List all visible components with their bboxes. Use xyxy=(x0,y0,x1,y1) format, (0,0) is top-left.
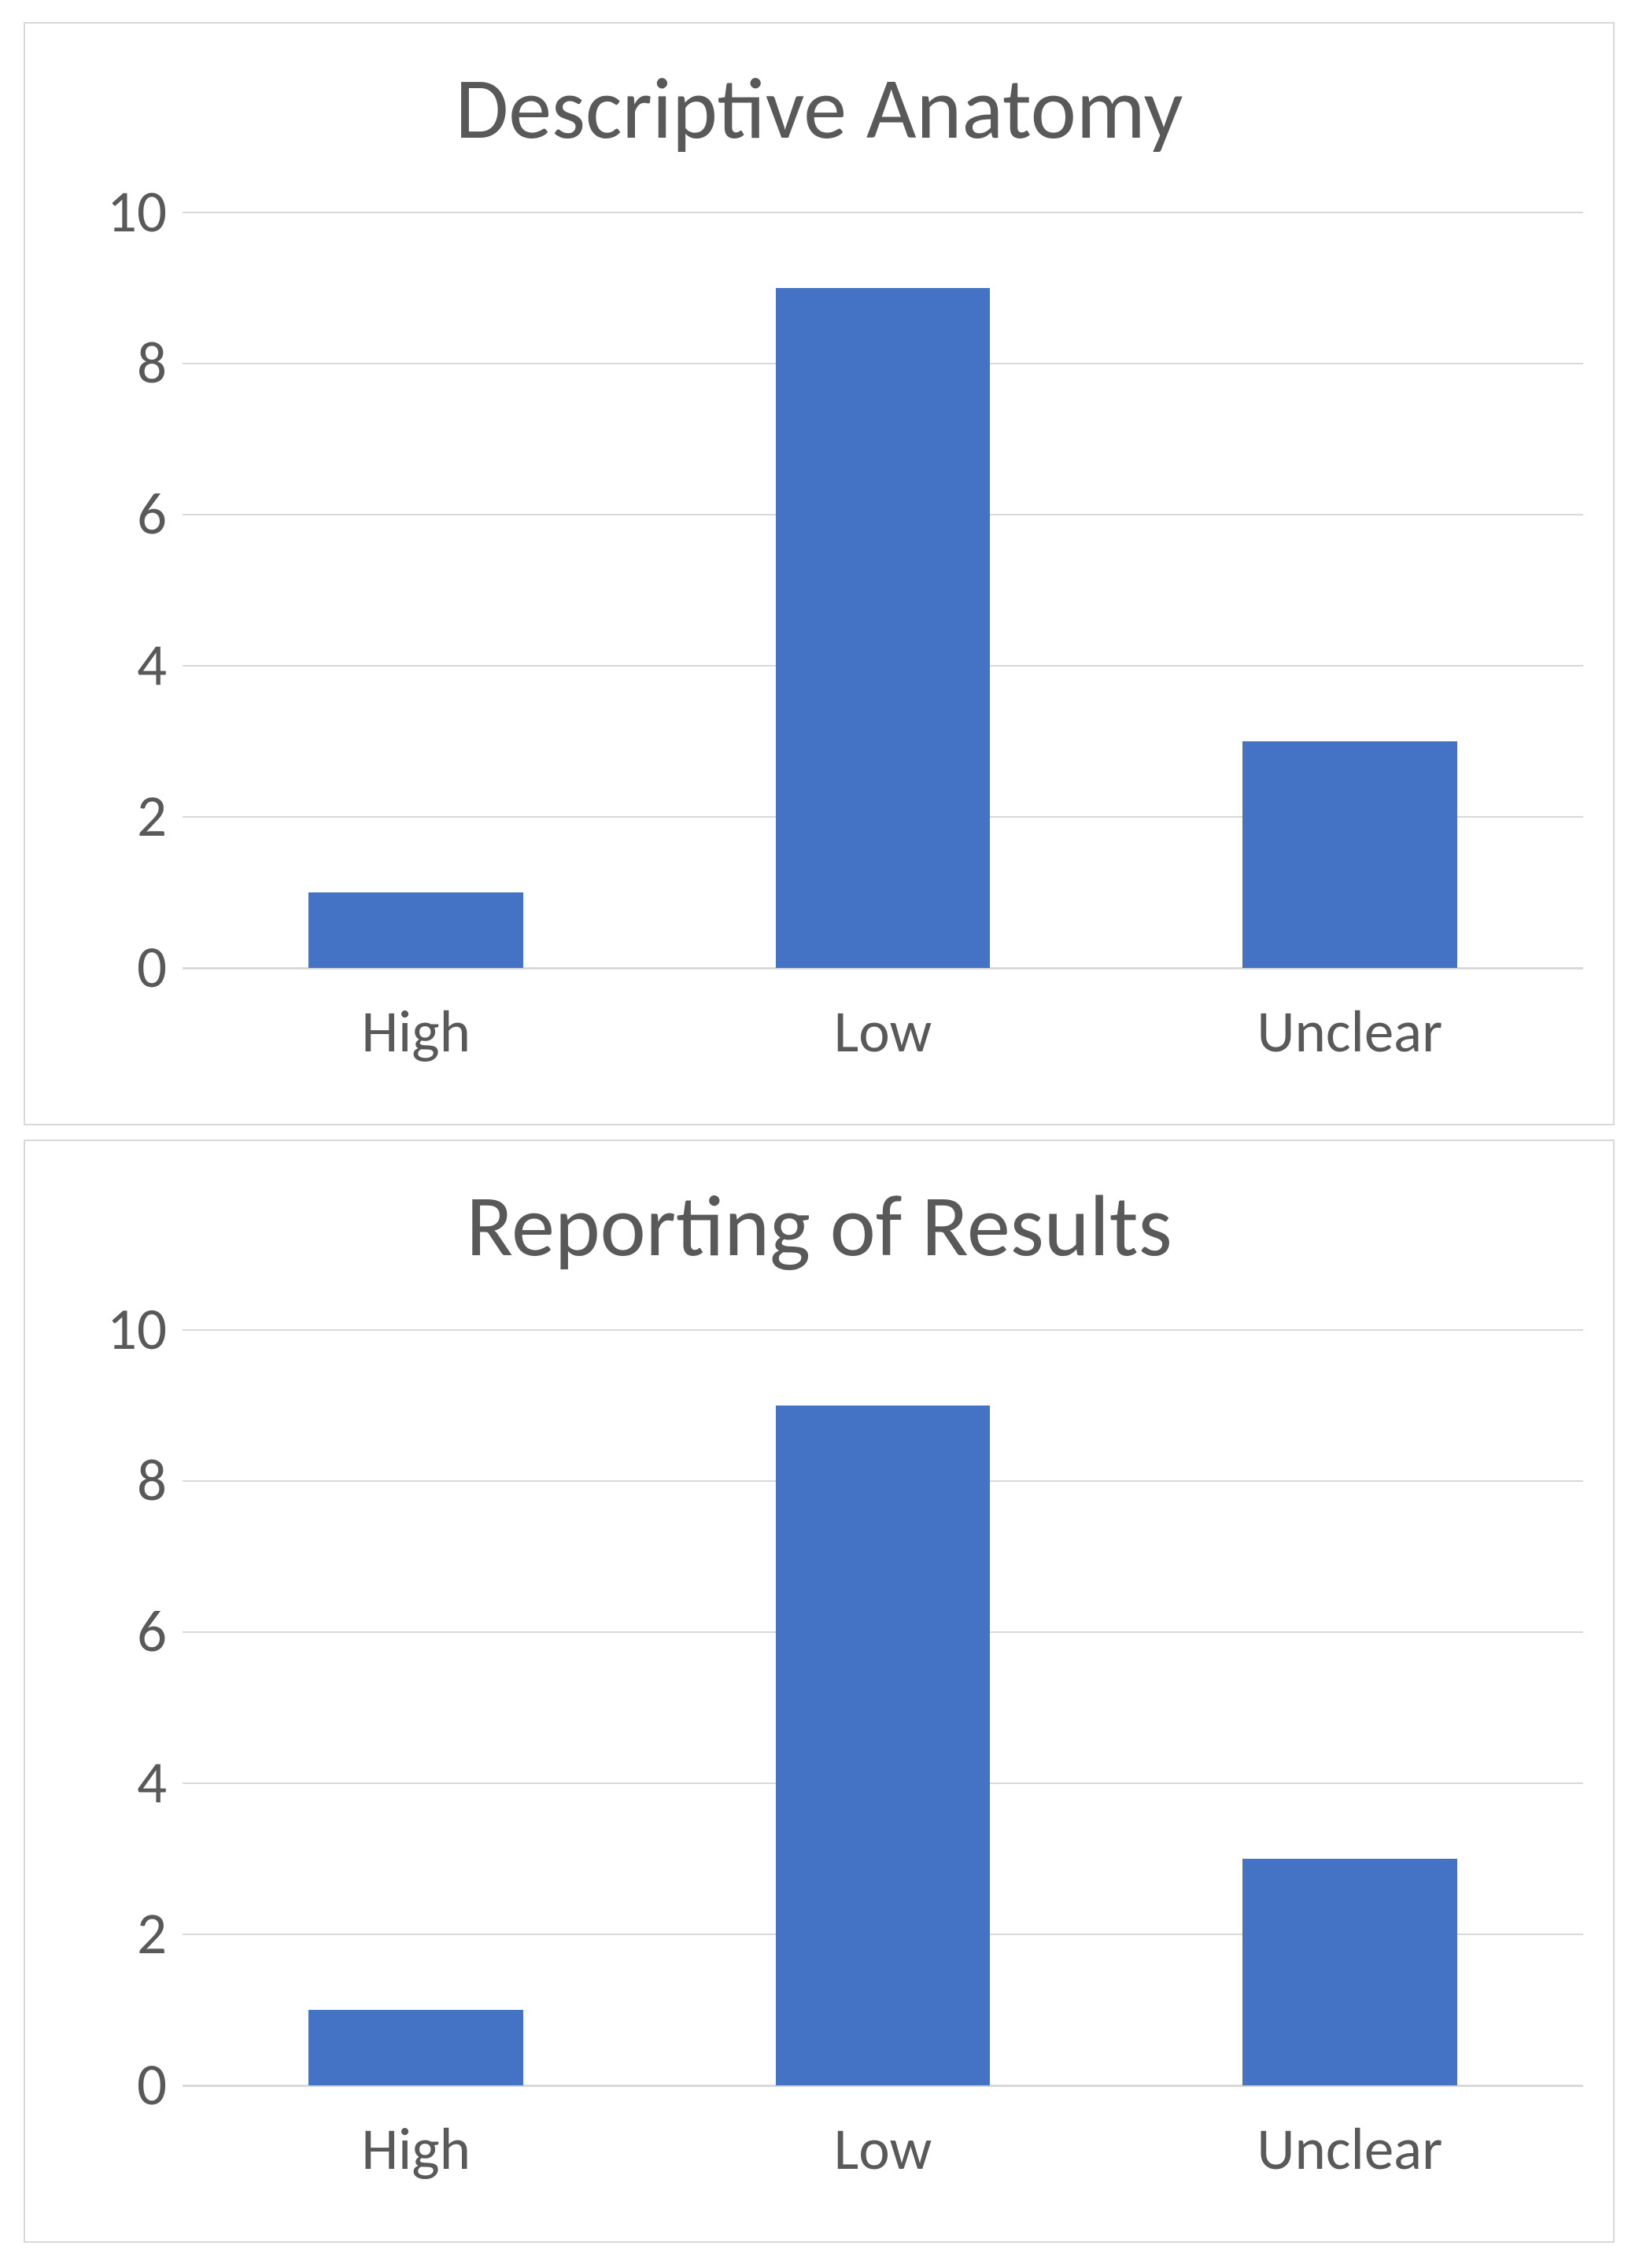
plot-area: 0246810HighLowUnclear xyxy=(183,212,1583,968)
y-tick-label: 2 xyxy=(33,781,167,852)
x-tick-label: Low xyxy=(649,996,1116,1068)
bar xyxy=(776,288,991,968)
bar xyxy=(1242,1859,1457,2085)
y-tick-label: 10 xyxy=(33,176,167,248)
y-tick-label: 4 xyxy=(33,630,167,701)
y-tick-label: 8 xyxy=(33,1445,167,1516)
bar xyxy=(1242,741,1457,968)
gridline xyxy=(183,1329,1583,1331)
chart-title: Descriptive Anatomy xyxy=(25,55,1613,161)
y-tick-label: 2 xyxy=(33,1898,167,1970)
bar xyxy=(308,2010,523,2085)
x-tick-label: High xyxy=(183,2114,649,2185)
chart-panel: Descriptive Anatomy0246810HighLowUnclear xyxy=(24,22,1615,1125)
y-tick-label: 4 xyxy=(33,1747,167,1819)
page: Descriptive Anatomy0246810HighLowUnclear… xyxy=(0,0,1639,2268)
y-tick-label: 0 xyxy=(33,932,167,1003)
bar xyxy=(308,892,523,968)
plot-area: 0246810HighLowUnclear xyxy=(183,1330,1583,2085)
x-tick-label: Low xyxy=(649,2114,1116,2185)
y-tick-label: 8 xyxy=(33,327,167,399)
x-tick-label: High xyxy=(183,996,649,1068)
y-tick-label: 10 xyxy=(33,1294,167,1365)
x-tick-label: Unclear xyxy=(1117,996,1583,1068)
gridline xyxy=(183,212,1583,213)
bar xyxy=(776,1405,991,2085)
chart-title: Reporting of Results xyxy=(25,1173,1613,1279)
x-tick-label: Unclear xyxy=(1117,2114,1583,2185)
y-tick-label: 0 xyxy=(33,2049,167,2121)
y-tick-label: 6 xyxy=(33,1596,167,1668)
y-tick-label: 6 xyxy=(33,478,167,550)
chart-panel: Reporting of Results0246810HighLowUnclea… xyxy=(24,1140,1615,2243)
